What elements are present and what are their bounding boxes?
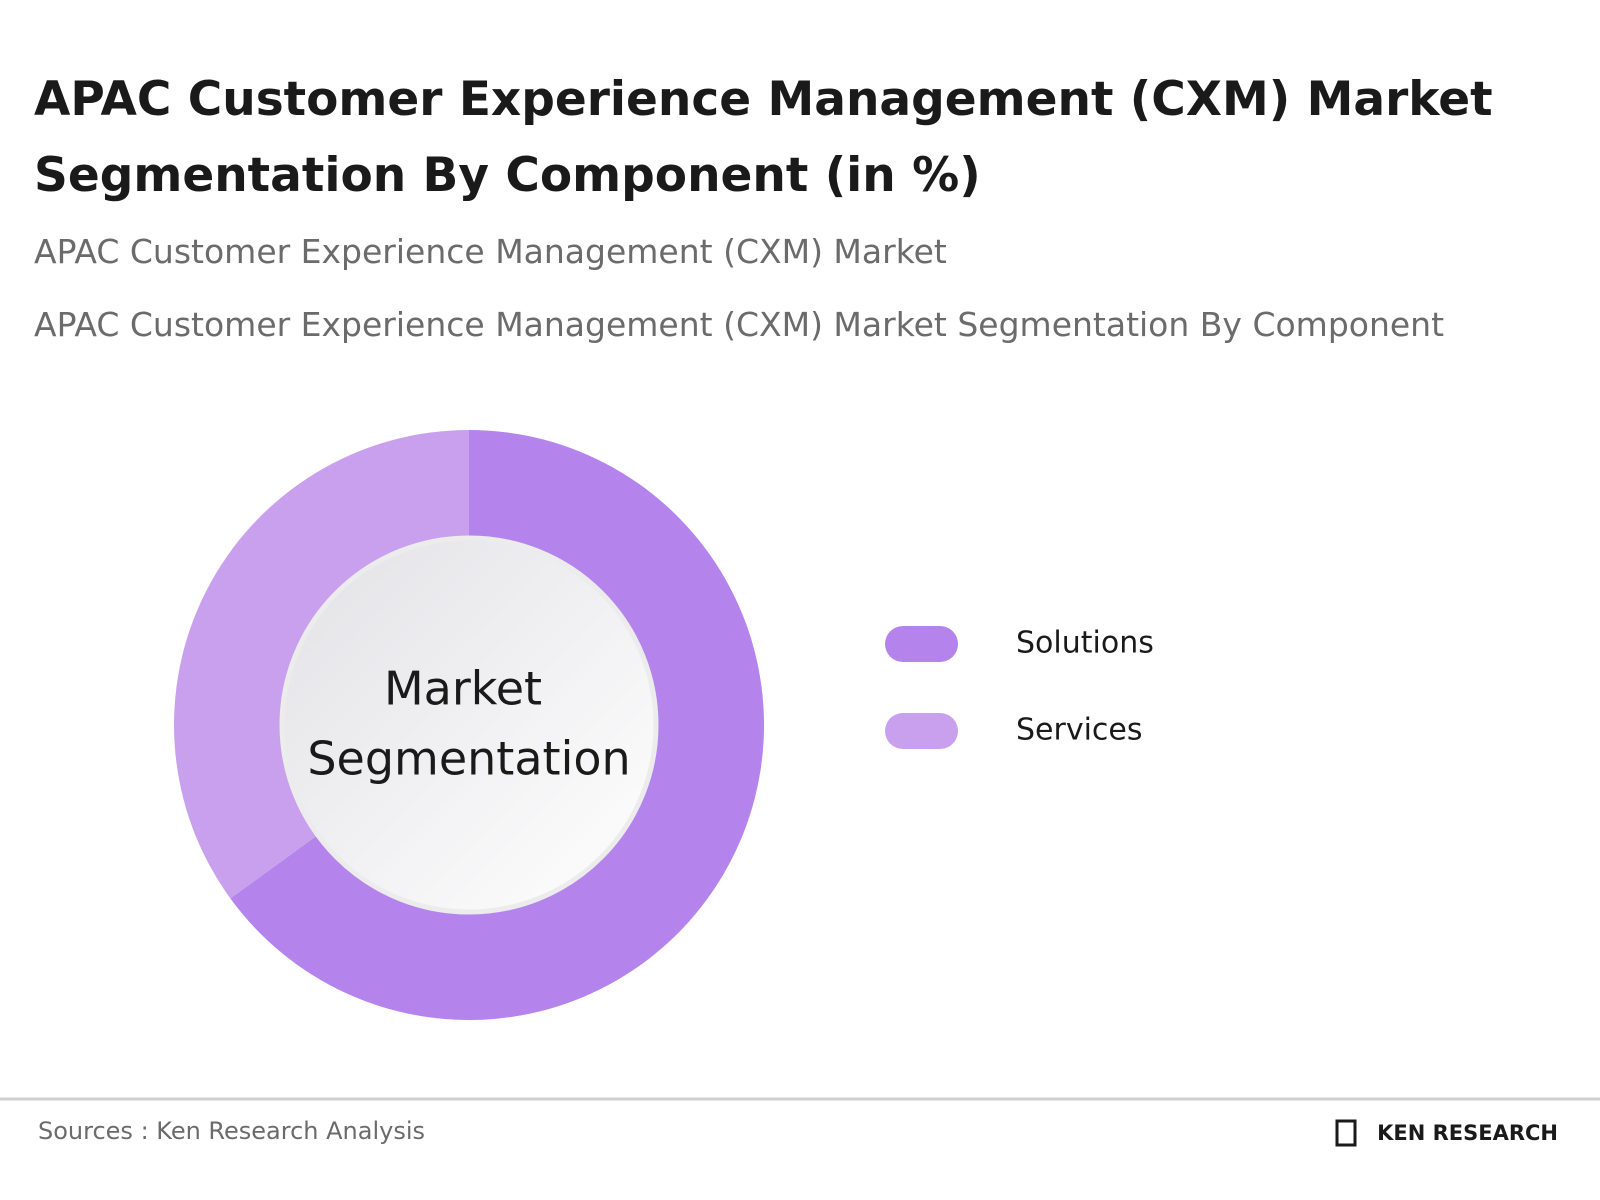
legend-swatch (885, 713, 958, 749)
brand: KEN RESEARCH (1377, 1121, 1558, 1145)
logo-mark (1335, 1119, 1357, 1147)
legend-label: Services (1016, 713, 1143, 748)
center-label: Segmentation (307, 732, 630, 786)
source: Sources : Ken Research Analysis (38, 1117, 425, 1145)
subtitle: APAC Customer Experience Management (CXM… (34, 305, 1445, 344)
center-label: Market (384, 662, 542, 716)
legend-label: Solutions (1016, 626, 1154, 661)
donut-hole (279, 535, 659, 915)
legend-swatch (885, 626, 958, 662)
chart-title: APAC Customer Experience Management (CXM… (34, 72, 1493, 203)
subtitle: APAC Customer Experience Management (CXM… (34, 232, 947, 271)
